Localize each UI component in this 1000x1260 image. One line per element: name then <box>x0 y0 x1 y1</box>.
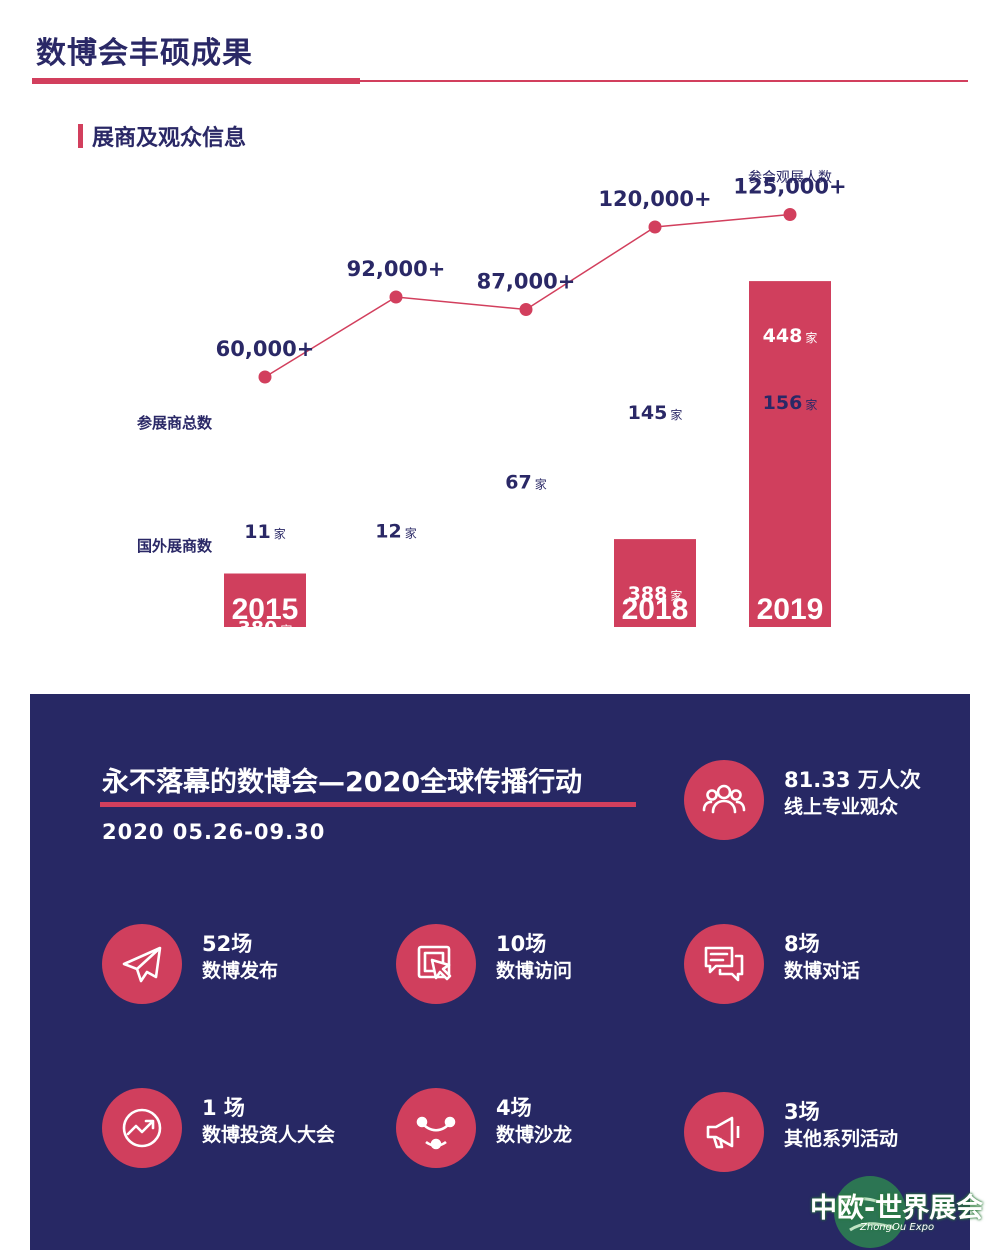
foreign-exhibitors-label-2016: 12 家 <box>375 520 416 542</box>
visitor-label-2015: 60,000+ <box>216 337 315 361</box>
total-exhibitors-label-2019: 448 家 <box>763 325 818 347</box>
row-label-total: 参展商总数 <box>137 414 213 432</box>
campaign-title: 永不落幕的数博会—2020全球传播行动 <box>102 767 583 798</box>
visitor-line <box>264 213 791 378</box>
visitor-label-2017: 87,000+ <box>477 270 576 294</box>
visitor-caption: 参会观展人数 <box>748 169 832 186</box>
paper-plane-icon <box>122 946 162 983</box>
visitor-point-2019 <box>783 208 797 221</box>
visitor-point-2018 <box>648 220 662 234</box>
globe-icon <box>834 1176 906 1248</box>
campaign-date: 2020 05.26-09.30 <box>102 820 326 844</box>
visitor-label-2019: 125,000+ <box>733 175 846 199</box>
people-icon <box>702 784 746 814</box>
year-label-2017: 2017 <box>493 593 560 626</box>
campaign-title-underline <box>100 802 636 807</box>
section-subtitle: 展商及观众信息 <box>92 126 247 151</box>
foreign-exhibitors-label-2019: 156 家 <box>763 392 818 414</box>
bar-2018 <box>614 539 696 627</box>
network-icon <box>416 1116 456 1150</box>
foreign-exhibitors-label-2015: 11 家 <box>244 521 285 543</box>
visitor-point-2015 <box>258 370 272 384</box>
exhibitor-visitor-chart: 2015380家11家2016315家12家2017316家67家2018388… <box>137 169 847 640</box>
visitor-point-2016 <box>389 290 403 304</box>
row-label-foreign: 国外展商数 <box>137 537 213 555</box>
trend-up-icon <box>122 1108 162 1148</box>
expo-logo: 中欧-世界展会 ZhongOu Expo <box>800 1172 996 1252</box>
title-underline-thin <box>360 80 968 82</box>
year-label-2015: 2015 <box>232 593 299 626</box>
chat-bubbles-icon <box>704 946 744 982</box>
visitor-label-2018: 120,000+ <box>598 187 711 211</box>
bar-2019 <box>749 281 831 627</box>
visitor-label-2016: 92,000+ <box>347 257 446 281</box>
year-label-2018: 2018 <box>622 593 689 626</box>
year-label-2019: 2019 <box>757 593 824 626</box>
title-underline-thick <box>32 78 360 84</box>
subtitle-marker <box>78 124 83 148</box>
foreign-exhibitors-label-2017: 67 家 <box>505 471 546 493</box>
megaphone-icon <box>706 1116 740 1149</box>
bar-2015 <box>224 573 306 627</box>
campaign-panel: 永不落幕的数博会—2020全球传播行动 2020 05.26-09.30 81.… <box>30 694 970 1250</box>
year-label-2016: 2016 <box>363 593 430 626</box>
total-exhibitors-label-2018: 388 家 <box>628 583 683 605</box>
total-exhibitors-label-2015: 380 家 <box>238 618 293 640</box>
visitor-point-2017 <box>519 303 533 316</box>
page-title: 数博会丰硕成果 <box>36 36 253 71</box>
foreign-exhibitors-label-2018: 145 家 <box>628 402 683 424</box>
cursor-box-icon <box>417 945 452 981</box>
